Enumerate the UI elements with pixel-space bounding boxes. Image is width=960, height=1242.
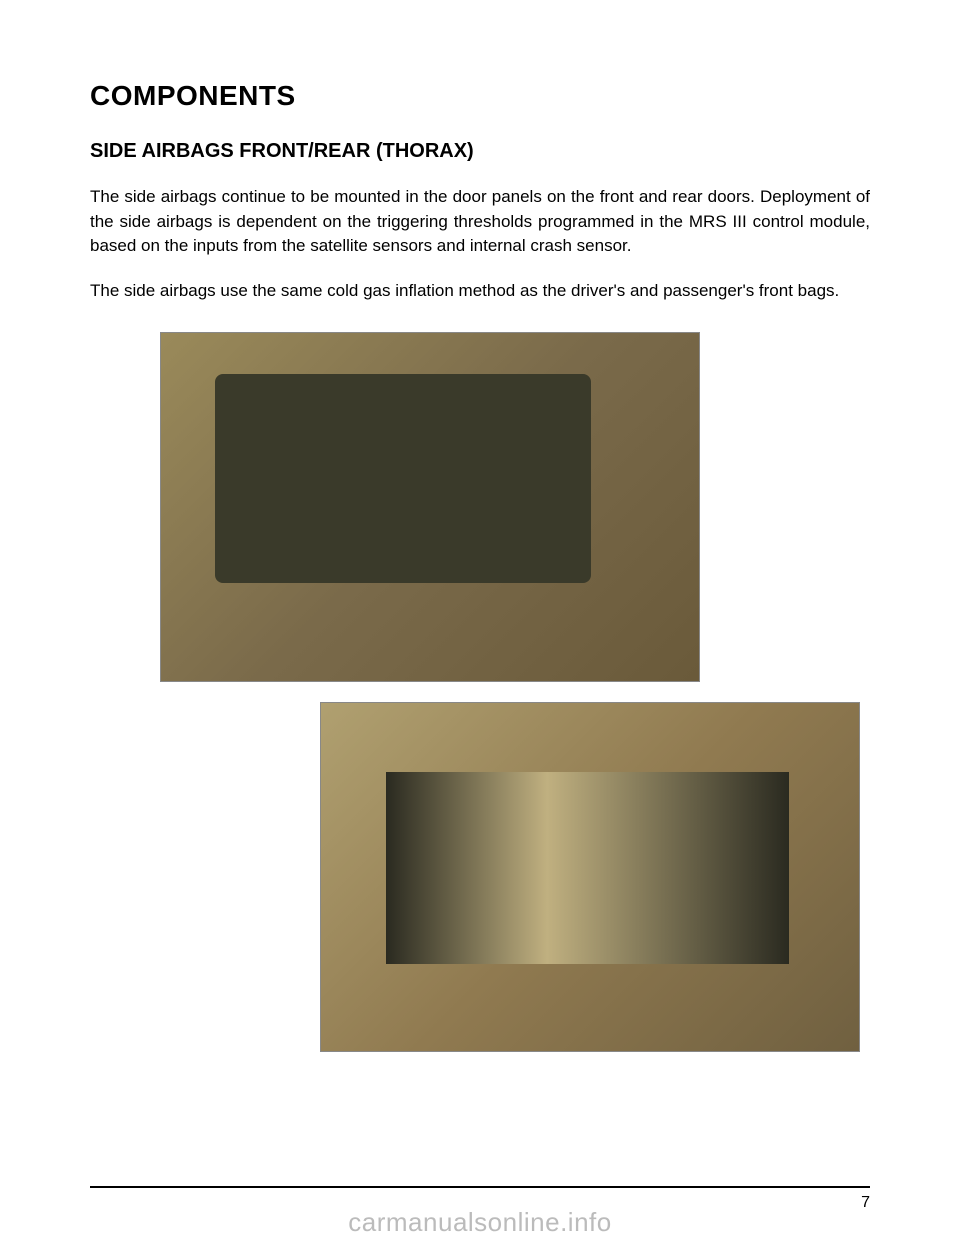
paragraph-1: The side airbags continue to be mounted … <box>90 185 870 259</box>
paragraph-2: The side airbags use the same cold gas i… <box>90 279 870 304</box>
footer-line <box>90 1186 870 1188</box>
page-container: COMPONENTS SIDE AIRBAGS FRONT/REAR (THOR… <box>0 0 960 1242</box>
watermark: carmanualsonline.info <box>0 1207 960 1238</box>
component-image-2 <box>320 702 860 1052</box>
sub-heading: SIDE AIRBAGS FRONT/REAR (THORAX) <box>90 140 870 163</box>
component-image-1 <box>160 332 700 682</box>
main-heading: COMPONENTS <box>90 80 870 112</box>
